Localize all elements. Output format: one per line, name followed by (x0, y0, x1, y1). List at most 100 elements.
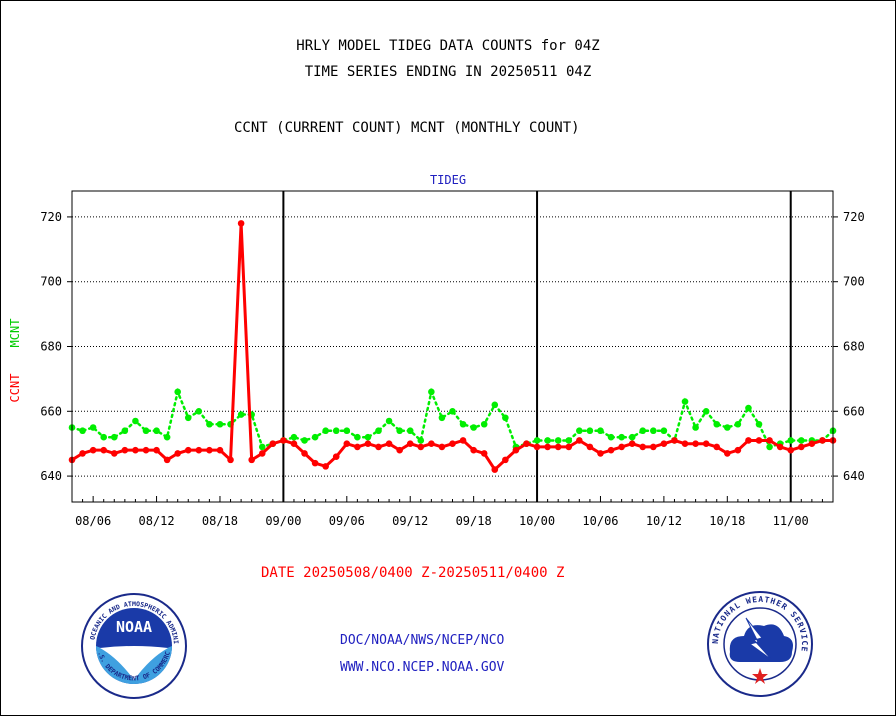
point-mcnt (396, 427, 403, 435)
point-mcnt (787, 437, 795, 444)
point-ccnt (776, 443, 784, 451)
doc-link[interactable]: DOC/NOAA/NWS/NCEP/NCO (340, 633, 505, 648)
point-ccnt (163, 456, 171, 464)
point-mcnt (417, 437, 425, 444)
point-ccnt (618, 443, 625, 451)
point-mcnt (385, 417, 393, 425)
point-ccnt (406, 440, 414, 447)
point-mcnt (89, 424, 97, 431)
x-tick-label: 09/18 (456, 514, 492, 528)
point-ccnt (459, 437, 467, 444)
x-tick-label: 08/18 (202, 514, 238, 528)
point-ccnt (766, 437, 773, 444)
chart-title-line2: TIME SERIES ENDING IN 20250511 04Z (304, 64, 592, 80)
point-ccnt (258, 450, 266, 457)
y-tick-label-right: 680 (843, 340, 865, 354)
point-ccnt (438, 443, 446, 451)
point-mcnt (216, 420, 224, 428)
x-tick-label: 10/12 (646, 514, 682, 528)
point-ccnt (248, 456, 255, 464)
point-mcnt (554, 437, 562, 444)
x-tick-label: 10/18 (709, 514, 745, 528)
point-ccnt (650, 443, 657, 451)
point-ccnt (343, 440, 351, 447)
x-tick-label: 10/06 (582, 514, 618, 528)
y-tick-label-left: 720 (40, 210, 62, 224)
point-mcnt (734, 420, 742, 428)
point-ccnt (195, 446, 203, 454)
point-mcnt (206, 420, 213, 428)
y-tick-label-left: 640 (40, 469, 62, 483)
point-ccnt (385, 440, 393, 447)
point-mcnt (110, 433, 118, 441)
point-mcnt (491, 401, 499, 409)
point-ccnt (491, 466, 499, 473)
y-tick-label-right: 720 (843, 210, 865, 224)
point-ccnt (132, 446, 139, 454)
point-mcnt (713, 420, 721, 428)
x-tick-label: 08/06 (75, 514, 111, 528)
point-ccnt (216, 446, 224, 454)
point-mcnt (195, 407, 203, 415)
point-mcnt (375, 427, 382, 435)
point-ccnt (808, 440, 816, 447)
point-ccnt (639, 443, 647, 451)
point-ccnt (692, 440, 699, 447)
point-ccnt (206, 446, 213, 454)
point-ccnt (544, 443, 551, 451)
point-ccnt (713, 443, 721, 451)
point-ccnt (449, 440, 456, 447)
point-mcnt (544, 437, 551, 444)
point-mcnt (290, 433, 298, 441)
point-ccnt (110, 450, 118, 457)
date-range-label: DATE 20250508/0400 Z-20250511/0400 Z (261, 565, 565, 581)
point-mcnt (132, 417, 139, 425)
point-ccnt (470, 446, 477, 454)
x-tick-label: 10/00 (519, 514, 555, 528)
point-mcnt (766, 443, 773, 451)
point-ccnt (290, 440, 298, 447)
series-layer (68, 220, 837, 473)
point-ccnt (79, 450, 86, 457)
point-mcnt (406, 427, 414, 435)
nws-logo: NATIONAL WEATHER SERVICE (707, 591, 813, 697)
point-mcnt (586, 427, 594, 435)
point-ccnt (237, 220, 245, 227)
point-mcnt (628, 433, 636, 441)
point-mcnt (354, 433, 361, 441)
y-tick-label-left: 700 (40, 275, 62, 289)
point-ccnt (523, 440, 530, 447)
point-mcnt (438, 414, 446, 422)
point-ccnt (480, 450, 488, 457)
point-mcnt (301, 437, 308, 444)
y-tick-label-right: 700 (843, 275, 865, 289)
point-mcnt (607, 433, 615, 441)
point-mcnt (618, 433, 625, 441)
point-ccnt (280, 437, 287, 444)
point-mcnt (163, 433, 171, 441)
point-ccnt (607, 446, 615, 454)
point-ccnt (332, 453, 340, 460)
point-ccnt (512, 446, 520, 454)
point-ccnt (354, 443, 361, 451)
point-ccnt (681, 440, 689, 447)
noaa-logo: NOAA NATIONAL OCEANIC AND ATMOSPHERIC AD… (80, 592, 187, 699)
grid-layer (72, 191, 833, 502)
point-ccnt (100, 446, 108, 454)
x-tick-label: 08/12 (138, 514, 174, 528)
point-mcnt (692, 424, 699, 431)
point-mcnt (100, 433, 108, 441)
point-ccnt (755, 437, 763, 444)
point-mcnt (597, 427, 604, 435)
point-mcnt (459, 420, 467, 428)
point-ccnt (184, 446, 192, 454)
point-mcnt (79, 427, 86, 435)
website-link[interactable]: WWW.NCO.NCEP.NOAA.GOV (340, 660, 505, 675)
panel-title: TIDEG (430, 173, 466, 187)
point-ccnt (396, 446, 403, 454)
point-ccnt (819, 437, 826, 444)
point-mcnt (660, 427, 668, 435)
point-mcnt (364, 433, 372, 441)
point-mcnt (184, 414, 192, 422)
point-mcnt (449, 407, 456, 415)
